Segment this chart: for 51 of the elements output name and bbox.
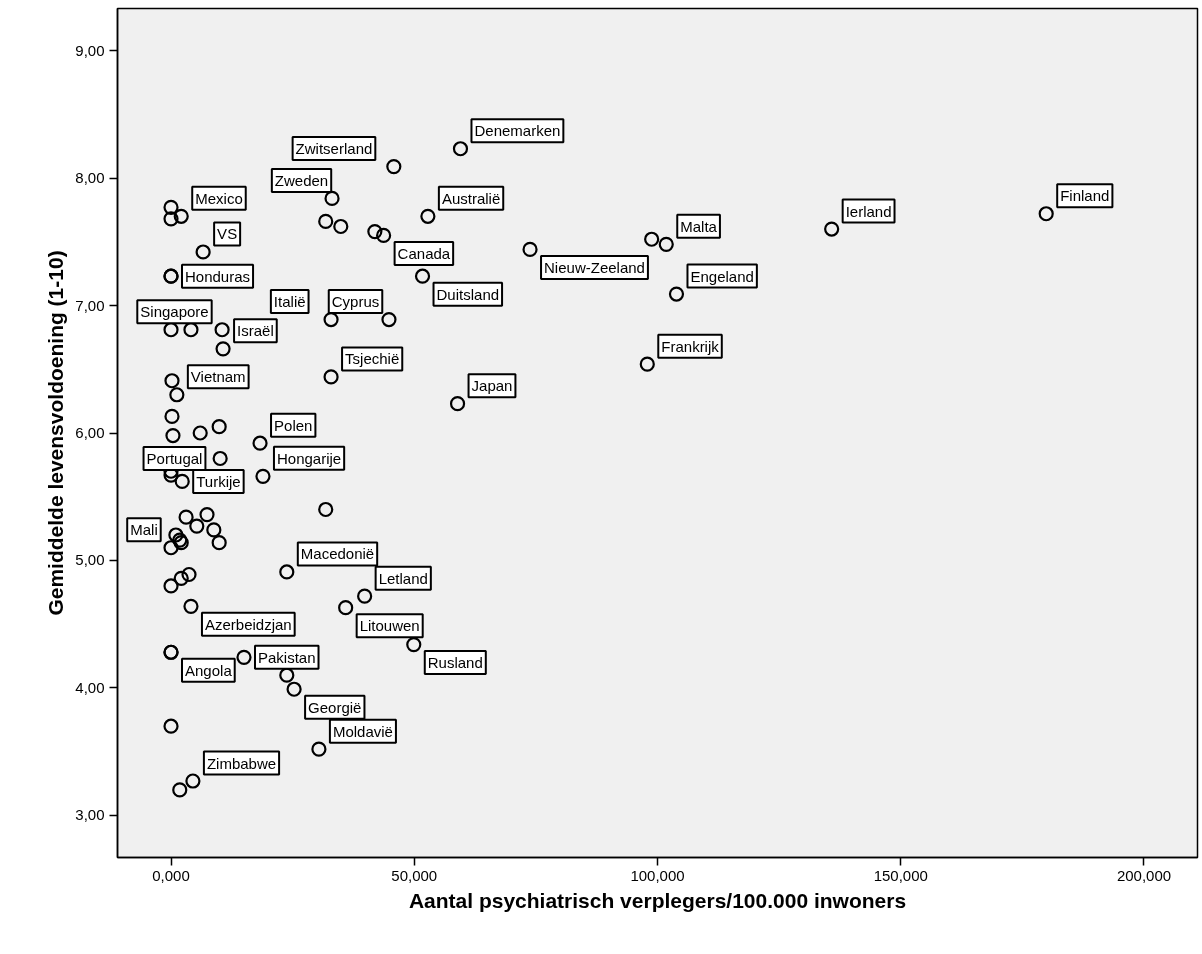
annotation: Mali [130,521,158,539]
annotation: Angola [185,661,233,679]
annotation: Macedonië [300,545,375,563]
y-axis-title: Gemiddelde levensvoldoening (1-10) [44,250,68,616]
annotation: Duitsland [436,285,500,303]
y-tick-label: 6,00 [75,424,105,441]
annotation: Zweden [274,171,329,189]
annotation: Zimbabwe [206,754,277,772]
annotation: Moldavië [332,722,393,740]
annotation: Israël [237,322,274,340]
annotation: Canada [397,244,451,262]
annotation: Japan [471,377,513,395]
annotation: Tsjechië [345,350,400,368]
annotation: VS [217,225,238,243]
annotation: Azerbeidzjan [204,615,292,633]
y-tick-label: 3,00 [75,806,105,824]
annotation: Australië [441,189,501,207]
annotation: Frankrijk [661,337,720,355]
annotation: Litouwen [359,617,420,635]
annotation: Cyprus [331,293,380,311]
y-tick-label: 7,00 [75,296,105,314]
x-tick-label: 100,000 [630,866,685,884]
annotation: Malta [680,217,718,235]
annotation: Vietnam [190,368,246,386]
annotation: Polen [274,416,313,434]
annotation: Rusland [427,654,483,672]
annotation: Nieuw-Zeeland [544,258,645,276]
y-tick-label: 4,00 [75,678,105,696]
x-tick-label: 0,000 [152,866,190,884]
annotation: Engeland [690,267,754,285]
annotation: Zwitserland [295,140,373,158]
annotation: Italië [273,293,306,311]
annotation: Turkije [196,472,241,490]
annotation: Ierland [845,202,892,220]
x-axis-title: Aantal psychiatrisch verplegers/100.000 inwoners [408,888,907,912]
x-tick-label: 200,000 [1116,866,1172,884]
annotation: Pakistan [257,648,316,666]
annotation: Singapore [140,303,209,321]
annotation: Georgië [308,698,362,716]
annotation: Finland [1060,187,1110,205]
annotation: Letland [378,569,428,587]
annotation: Denemarken [474,122,561,140]
annotation: Honduras [185,267,251,285]
annotation: Mexico [195,189,243,207]
annotation: Portugal [146,450,203,467]
annotation: Hongarije [276,449,342,467]
x-tick-label: 50,000 [391,866,438,884]
y-tick-label: 9,00 [75,41,105,59]
y-tick-label: 8,00 [75,169,105,187]
x-tick-label: 150,000 [873,866,928,884]
y-tick-label: 5,00 [75,551,105,569]
